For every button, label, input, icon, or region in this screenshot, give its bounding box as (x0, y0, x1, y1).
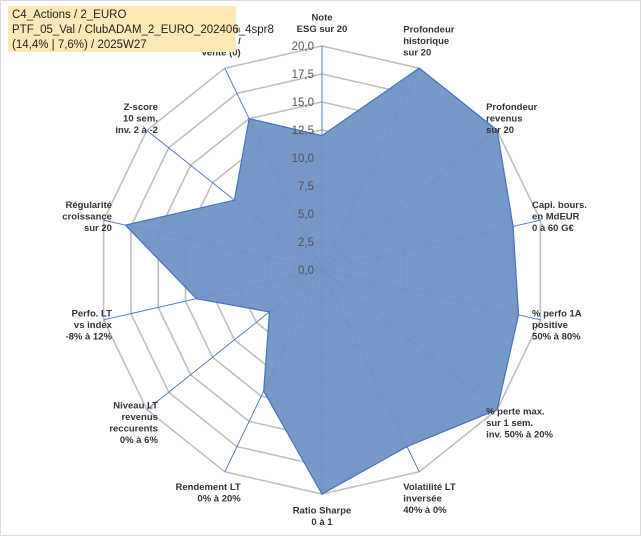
axis-label-line: Niveau LT (113, 401, 158, 412)
tick-label: 0,0 (298, 265, 314, 277)
axis-label: Profondeur historique sur 20 (403, 25, 454, 59)
axis-label-line: inversée (403, 493, 442, 504)
tick-label: 20,0 (292, 41, 314, 53)
axis-label-line: sur 1 sem. (486, 418, 533, 429)
tick-label: 7,5 (298, 181, 314, 193)
axis-label-line: historique (403, 36, 449, 47)
axis-label-line: reccurents (109, 424, 158, 435)
axis-label-line: inv. 50% à 20% (486, 429, 553, 440)
axis-label: Profondeur revenus sur 20 (486, 102, 537, 136)
tick-label: 17,5 (292, 69, 314, 81)
axis-label-line: 40% à 0% (403, 505, 447, 516)
portfolio-info-box: C4_Actions / 2_EURO PTF_05_Val / ClubADA… (8, 6, 274, 52)
axis-label-line: revenus (486, 114, 522, 125)
axis-label-line: 10 sem. (123, 114, 158, 125)
info-line-3: (14,4% | 7,6%) / 2025W27 (12, 39, 147, 51)
info-line-1: C4_Actions / 2_EURO (12, 9, 127, 21)
axis-label-line: -8% à 12% (65, 332, 112, 343)
axis-label-line: Profondeur (486, 102, 537, 113)
tick-label: 2,5 (298, 237, 314, 249)
axis-label: % perfo 1A positive 50% à 80% (532, 309, 582, 343)
axis-label-line: Ratio Sharpe (293, 506, 352, 517)
axis-label-line: ESG sur 20 (297, 24, 348, 35)
axis-label: % perte max. sur 1 sem. inv. 50% à 20% (486, 406, 553, 440)
axis-label-line: sur 20 (403, 48, 431, 59)
axis-label: Perfo. LT vs index -8% à 12% (65, 309, 112, 343)
axis-label-line: inv. 2 à -2 (115, 125, 158, 136)
axis-label-line: Volatilité LT (403, 482, 456, 493)
axis-label: Rendement LT 0% à 20% (175, 482, 241, 505)
axis-label: Niveau LT revenus reccurents 0% à 6% (109, 401, 158, 447)
info-line-2: PTF_05_Val / ClubADAM_2_EURO_202406_4spr… (12, 24, 274, 36)
axis-label-line: Z-score (124, 102, 158, 113)
axis-label-line: 0 à 60 G€ (532, 223, 574, 234)
axis-label-line: sur 20 (486, 125, 514, 136)
axis-label-line: % perfo 1A (532, 309, 582, 320)
axis-label-line: sur 20 (84, 223, 112, 234)
axis-label: Note ESG sur 20 (297, 13, 348, 36)
tick-label: 5,0 (298, 209, 314, 221)
axis-label-line: 0% à 6% (120, 435, 159, 446)
axis-label-line: 0% à 20% (197, 493, 241, 504)
axis-label-line: 50% à 80% (532, 332, 581, 343)
axis-label-line: Rendement LT (175, 482, 240, 493)
axis-label-line: croissance (62, 211, 112, 222)
axis-label-line: Profondeur (403, 25, 454, 36)
axis-label-line: revenus (121, 412, 157, 423)
tick-label: 10,0 (292, 153, 314, 165)
axis-label-line: Vente (0) (201, 48, 241, 59)
axis-label-line: Capi. bours. (532, 200, 587, 211)
axis-label-line: vs index (74, 320, 113, 331)
radar-series (124, 67, 520, 495)
axis-label-line: 0 à 1 (311, 517, 333, 528)
axis-label-line: positive (532, 320, 568, 331)
axis-label: Volatilité LT inversée 40% à 0% (403, 482, 456, 516)
axis-label: Ratio Sharpe 0 à 1 (293, 506, 352, 529)
tick-label: 15,0 (292, 97, 314, 109)
axis-label: Z-score 10 sem. inv. 2 à -2 (115, 102, 158, 136)
axis-label-line: Note (311, 13, 332, 24)
tick-label: 12,5 (292, 125, 314, 137)
series-area (124, 67, 520, 495)
axis-label-line: Perfo. LT (71, 309, 112, 320)
axis-label-line: % perte max. (486, 406, 545, 417)
axis-label-line: Régularité (65, 200, 111, 211)
radial-tick-labels: 0,0 2,5 5,0 7,5 10,0 12,5 15,0 17,5 20,0 (292, 41, 314, 277)
axis-label: Régularité croissance sur 20 (62, 200, 112, 234)
axis-label-line: en MdEUR (532, 211, 580, 222)
axis-label: Capi. bours. en MdEUR 0 à 60 G€ (532, 200, 587, 234)
